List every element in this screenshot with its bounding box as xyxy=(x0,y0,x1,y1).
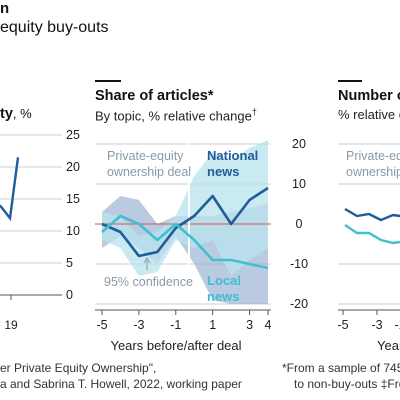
left-panel-grid xyxy=(0,134,62,264)
right-panel-grid xyxy=(338,143,400,305)
right-x-tick-label: -5 xyxy=(337,318,348,332)
footer-note-line1: *From a sample of 745 n xyxy=(282,361,400,375)
left-panel-title: ty, % xyxy=(0,106,32,122)
footer-note-line2: to non-buy-outs ‡From xyxy=(294,377,400,391)
left-panel-line xyxy=(0,157,20,222)
ann-confidence-arrow-icon xyxy=(143,257,151,264)
left-y-tick-label: 0 xyxy=(66,288,73,302)
middle-x-tick-label: -3 xyxy=(133,318,144,332)
left-y-tick-label: 15 xyxy=(66,192,80,206)
middle-panel-subtitle-text: By topic, % relative change xyxy=(95,108,252,124)
right-panel-rule xyxy=(338,80,362,82)
middle-panel-lines xyxy=(101,186,269,270)
right-panel-local-line xyxy=(344,224,400,245)
right-ann-line2: ownership xyxy=(346,165,400,179)
middle-x-tick-label: -1 xyxy=(170,318,181,332)
left-y-tick-label: 20 xyxy=(66,160,80,174)
middle-panel-bands xyxy=(102,140,268,304)
footer-source-line1: er Private Equity Ownership", xyxy=(0,361,157,375)
right-panel-national-line xyxy=(344,207,400,222)
middle-panel-x-ticks: -5 -3 -1 1 3 4 xyxy=(96,310,272,332)
middle-panel-title: Share of articles* xyxy=(95,88,214,104)
left-panel-title-unit: , % xyxy=(12,106,32,121)
middle-y-tick-label: 20 xyxy=(292,137,306,151)
middle-panel-subtitle-mark: † xyxy=(251,107,257,117)
right-x-tick-label: -3 xyxy=(371,318,382,332)
middle-x-tick-label: 1 xyxy=(209,318,216,332)
left-panel-x-tick: 19 xyxy=(4,318,18,332)
middle-y-tick-label: 10 xyxy=(292,177,306,191)
page-title: n xyxy=(0,0,10,17)
page-subtitle: equity buy-outs xyxy=(0,19,109,36)
label-national-line1: National xyxy=(207,148,258,163)
right-panel-xlabel: Years b xyxy=(377,338,400,353)
left-y-tick-label: 5 xyxy=(66,256,73,270)
label-national-line2: news xyxy=(207,164,240,179)
middle-x-tick-label: 3 xyxy=(246,318,253,332)
footer-source-line2: a and Sabrina T. Howell, 2022, working p… xyxy=(0,377,242,391)
footer-note-line2-text: to non-buy-outs xyxy=(294,377,378,391)
national-confidence-band xyxy=(102,140,268,276)
middle-panel-rule xyxy=(95,80,121,82)
middle-y-tick-label: 0 xyxy=(296,217,303,231)
middle-y-tick-label: -20 xyxy=(290,297,308,311)
left-panel-title-bold: ty xyxy=(0,106,13,122)
middle-panel-subtitle: By topic, % relative change† xyxy=(95,107,257,123)
middle-x-tick-label: -5 xyxy=(96,318,107,332)
ann-ownership-line2: ownership deal xyxy=(107,165,191,179)
right-ann-line1: Private-eq xyxy=(346,149,400,163)
left-y-tick-label: 10 xyxy=(66,224,80,238)
right-x-tick-label: -1 xyxy=(394,318,400,332)
local-news-line xyxy=(101,214,269,270)
ann-ownership-line1: Private-equity xyxy=(107,149,184,163)
right-panel-title: Number o xyxy=(338,88,400,104)
left-y-tick-label: 25 xyxy=(66,128,80,142)
right-panel-subtitle: % relative c xyxy=(338,107,400,122)
left-panel-y-ticks: 25 20 15 10 5 0 xyxy=(66,128,80,302)
ann-confidence: 95% confidence xyxy=(104,275,193,289)
label-local-line1: Local xyxy=(207,273,241,288)
middle-y-tick-label: -10 xyxy=(290,257,308,271)
middle-panel-xlabel: Years before/after deal xyxy=(110,338,241,353)
right-panel-x-ticks: -5 -3 -1 xyxy=(337,310,400,332)
national-news-line xyxy=(101,186,269,258)
label-local-line2: news xyxy=(207,289,240,304)
footer-note-line2-mark: ‡From xyxy=(380,377,400,391)
middle-x-tick-label: 4 xyxy=(265,318,272,332)
middle-panel-y-ticks: 20 10 0 -10 -20 xyxy=(290,137,308,311)
